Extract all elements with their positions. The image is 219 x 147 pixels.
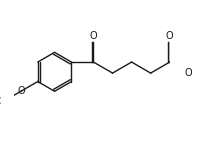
Text: O: O — [166, 31, 173, 41]
Text: H$_3$C: H$_3$C — [0, 96, 2, 108]
Text: O: O — [90, 31, 97, 41]
Text: O: O — [185, 68, 193, 78]
Text: O: O — [18, 86, 25, 96]
